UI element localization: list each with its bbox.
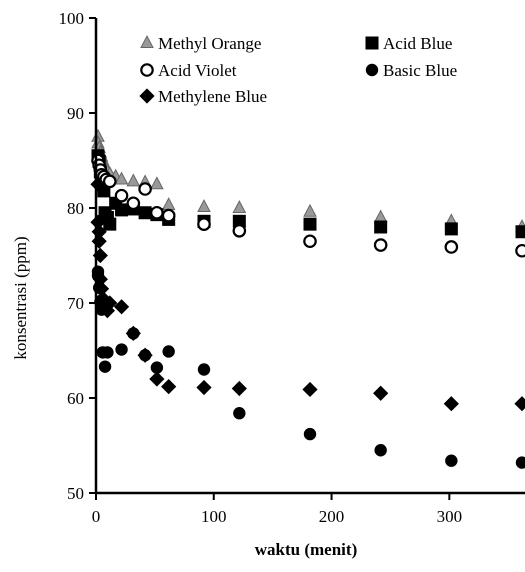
data-point-basic-blue [374, 444, 387, 457]
data-point-methyl-orange [232, 200, 247, 213]
data-point-methylene-blue [514, 396, 525, 412]
data-point-acid-violet [373, 238, 388, 252]
x-tick-label: 100 [201, 507, 227, 526]
data-point-methyl-orange [126, 173, 141, 187]
series-acid-blue [91, 149, 525, 239]
data-point-acid-blue [103, 217, 117, 231]
legend-marker-acid-violet [140, 63, 154, 77]
data-point-methylene-blue [125, 325, 141, 342]
legend-label-methylene-blue: Methylene Blue [158, 87, 267, 106]
y-tick-label: 70 [67, 294, 84, 313]
data-marks [90, 128, 525, 469]
data-point-acid-blue [515, 225, 525, 239]
y-tick-label: 50 [67, 484, 84, 503]
data-point-methyl-orange [373, 209, 388, 223]
data-point-basic-blue [98, 360, 112, 373]
series-acid-violet [91, 153, 525, 258]
legend-label-methyl-orange: Methyl Orange [158, 34, 261, 53]
data-point-methylene-blue [91, 233, 107, 249]
legend-label-acid-violet: Acid Violet [158, 61, 237, 80]
data-point-acid-violet [126, 196, 141, 211]
data-point-acid-violet [138, 182, 152, 196]
x-axis-title: waktu (menit) [255, 540, 357, 559]
y-tick-label: 80 [67, 199, 84, 218]
x-tick-label: 200 [319, 507, 345, 526]
data-point-acid-blue [303, 217, 317, 231]
legend-label-acid-blue: Acid Blue [383, 34, 452, 53]
data-point-acid-violet [161, 208, 176, 223]
legend-item-methyl-orange: Methyl Orange [140, 34, 261, 53]
legend-marker-acid-blue [365, 36, 379, 50]
data-point-basic-blue [162, 345, 175, 358]
legend-label-basic-blue: Basic Blue [383, 61, 457, 80]
data-point-acid-blue [444, 222, 458, 236]
data-point-basic-blue [115, 343, 128, 356]
legend-marker-methyl-orange [140, 35, 154, 48]
data-point-methylene-blue [161, 378, 177, 395]
data-point-basic-blue [101, 346, 114, 359]
data-point-basic-blue [233, 407, 246, 420]
data-point-acid-violet [303, 234, 317, 249]
data-point-methylene-blue [149, 371, 165, 387]
data-point-basic-blue [197, 363, 211, 376]
legend: Methyl Orange Acid Blue Acid Violet Basic B… [139, 34, 457, 106]
y-tick-label: 60 [67, 389, 84, 408]
data-point-methylene-blue [90, 176, 106, 192]
series-basic-blue [91, 265, 525, 469]
legend-marker-basic-blue [365, 63, 379, 77]
data-point-acid-violet [444, 240, 459, 254]
data-point-acid-violet [102, 174, 117, 189]
legend-item-basic-blue: Basic Blue [365, 61, 457, 80]
data-point-basic-blue [303, 427, 317, 441]
data-point-methylene-blue [102, 295, 118, 311]
legend-item-acid-violet: Acid Violet [140, 61, 237, 80]
data-point-acid-blue [138, 206, 152, 220]
data-point-acid-violet [515, 243, 525, 258]
legend-item-methylene-blue: Methylene Blue [139, 87, 267, 106]
data-point-acid-blue [115, 203, 129, 217]
x-tick-label: 300 [437, 507, 463, 526]
data-point-basic-blue [515, 456, 525, 469]
data-point-methylene-blue [443, 396, 459, 412]
axes [89, 17, 525, 500]
data-point-methylene-blue [231, 380, 247, 397]
data-point-methylene-blue [137, 347, 153, 363]
series-methylene-blue [90, 176, 525, 412]
data-point-acid-violet [197, 217, 211, 231]
data-point-methyl-orange [114, 171, 129, 185]
data-point-methylene-blue [196, 379, 212, 396]
legend-marker-methylene-blue [139, 88, 155, 104]
data-point-methylene-blue [373, 385, 389, 401]
data-point-basic-blue [445, 454, 458, 467]
data-point-acid-violet [150, 205, 164, 220]
data-point-methyl-orange [161, 197, 176, 211]
y-tick-label: 100 [59, 9, 85, 28]
data-point-methylene-blue [113, 299, 130, 315]
data-point-methyl-orange [197, 199, 211, 213]
data-point-acid-violet [232, 224, 247, 238]
y-axis-title: konsentrasi (ppm) [11, 236, 30, 359]
x-tick-label: 0 [92, 507, 101, 526]
y-tick-label: 90 [67, 104, 84, 123]
legend-item-acid-blue: Acid Blue [365, 34, 452, 53]
data-point-methyl-orange [303, 203, 317, 217]
data-point-methyl-orange [150, 176, 164, 190]
data-point-methylene-blue [302, 381, 318, 398]
tick-labels: 50 60 70 80 90 100 0 100 200 300 [59, 9, 463, 526]
data-point-acid-blue [374, 220, 388, 234]
data-point-acid-violet [114, 188, 129, 203]
